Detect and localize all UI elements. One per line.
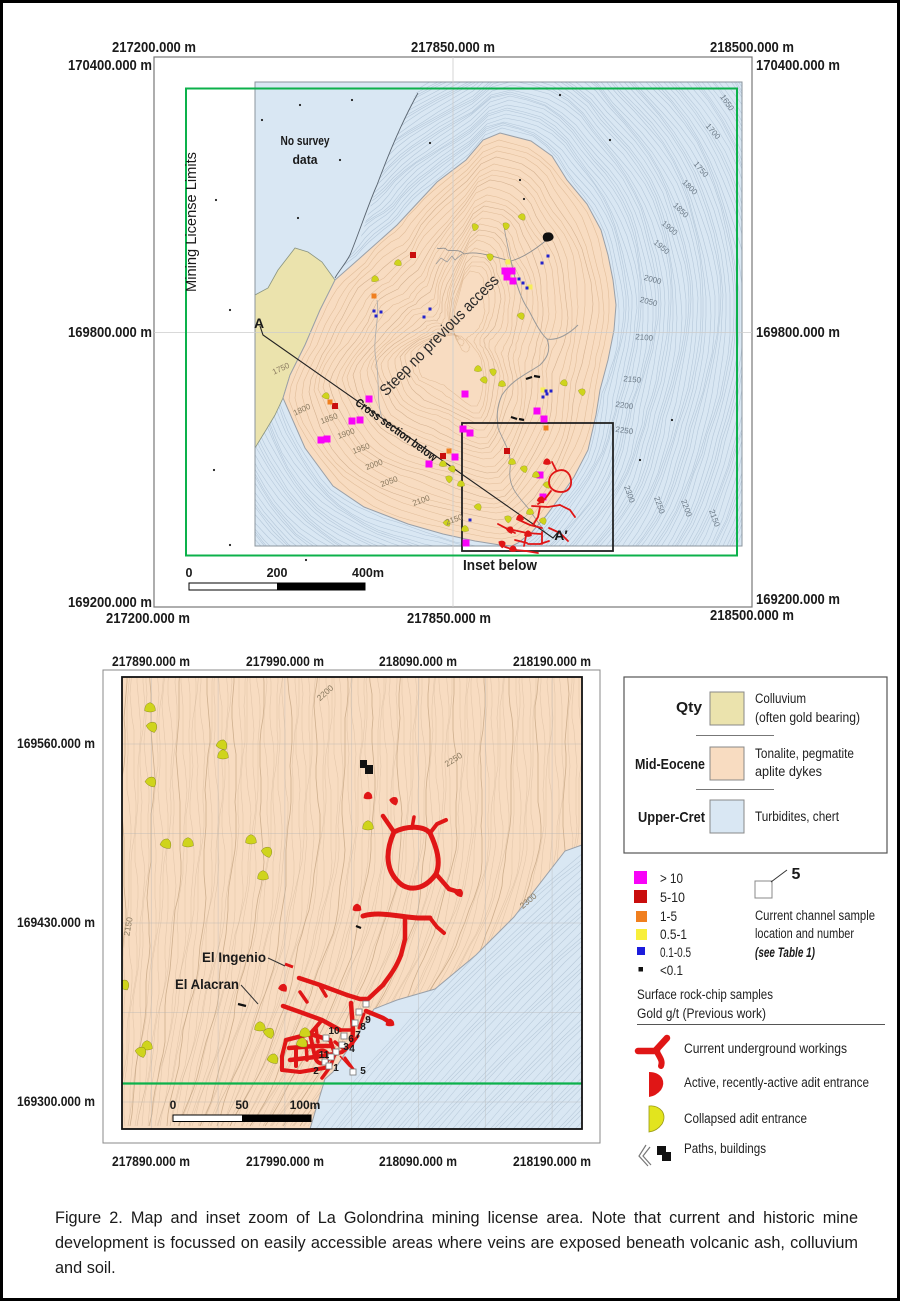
svg-text:5: 5 <box>792 866 801 883</box>
svg-text:50: 50 <box>235 1098 249 1112</box>
svg-text:100m: 100m <box>290 1098 321 1112</box>
svg-text:217850.000 m: 217850.000 m <box>407 611 491 627</box>
svg-text:169200.000 m: 169200.000 m <box>68 595 152 611</box>
svg-text:Upper-Cret: Upper-Cret <box>638 809 705 826</box>
svg-text:<0.1: <0.1 <box>660 963 683 978</box>
svg-text:6: 6 <box>348 1034 354 1045</box>
svg-text:169430.000 m: 169430.000 m <box>17 915 95 930</box>
svg-text:A′: A′ <box>554 527 568 543</box>
svg-text:11: 11 <box>319 1050 330 1061</box>
svg-text:218500.000 m: 218500.000 m <box>710 40 794 56</box>
svg-text:Tonalite, pegmatite: Tonalite, pegmatite <box>755 746 854 761</box>
svg-text:217200.000 m: 217200.000 m <box>112 40 196 56</box>
svg-text:169300.000 m: 169300.000 m <box>17 1094 95 1109</box>
svg-text:5: 5 <box>360 1066 366 1077</box>
svg-text:Surface rock-chip samples: Surface rock-chip samples <box>637 987 773 1002</box>
svg-text:Mining License Limits: Mining License Limits <box>183 152 200 292</box>
svg-text:9: 9 <box>365 1015 371 1026</box>
svg-text:169560.000 m: 169560.000 m <box>17 736 95 751</box>
svg-text:218090.000 m: 218090.000 m <box>379 1154 457 1169</box>
svg-text:1: 1 <box>333 1063 339 1074</box>
svg-text:2200: 2200 <box>615 400 634 411</box>
svg-text:217990.000 m: 217990.000 m <box>246 1154 324 1169</box>
svg-text:2150: 2150 <box>623 374 642 385</box>
svg-text:217850.000 m: 217850.000 m <box>411 40 495 56</box>
svg-text:169800.000 m: 169800.000 m <box>68 325 152 341</box>
svg-text:218190.000 m: 218190.000 m <box>513 1154 591 1169</box>
svg-text:1-5: 1-5 <box>660 909 677 924</box>
svg-text:aplite dykes: aplite dykes <box>755 764 822 779</box>
svg-text:Colluvium: Colluvium <box>755 691 806 706</box>
svg-text:7: 7 <box>355 1030 361 1041</box>
svg-text:3: 3 <box>343 1042 349 1053</box>
svg-text:200: 200 <box>267 566 288 580</box>
svg-text:Current channel sample: Current channel sample <box>755 908 875 923</box>
svg-text:(see Table 1): (see Table 1) <box>755 945 815 960</box>
svg-text:El Alacran: El Alacran <box>175 976 239 992</box>
svg-text:Inset below: Inset below <box>463 557 537 574</box>
svg-text:169200.000 m: 169200.000 m <box>756 592 840 608</box>
svg-text:2250: 2250 <box>615 425 634 436</box>
svg-text:5-10: 5-10 <box>660 890 685 905</box>
svg-text:No survey: No survey <box>281 134 330 148</box>
svg-text:El Ingenio: El Ingenio <box>202 949 266 965</box>
svg-text:4: 4 <box>349 1044 355 1055</box>
svg-text:Mid-Eocene: Mid-Eocene <box>635 756 705 773</box>
svg-text:218190.000 m: 218190.000 m <box>513 654 591 669</box>
svg-text:0: 0 <box>186 566 193 580</box>
svg-text:2150: 2150 <box>121 916 134 937</box>
svg-text:8: 8 <box>360 1022 366 1033</box>
svg-text:data: data <box>293 153 319 167</box>
svg-text:217890.000 m: 217890.000 m <box>112 1154 190 1169</box>
svg-text:218500.000 m: 218500.000 m <box>710 608 794 624</box>
svg-text:Active, recently-active adit e: Active, recently-active adit entrance <box>684 1075 869 1090</box>
svg-text:217890.000 m: 217890.000 m <box>112 654 190 669</box>
svg-text:Current underground workings: Current underground workings <box>684 1041 847 1056</box>
svg-text:Qty: Qty <box>676 699 703 716</box>
svg-text:217200.000 m: 217200.000 m <box>106 611 190 627</box>
svg-text:400m: 400m <box>352 566 384 580</box>
svg-text:A: A <box>254 315 264 331</box>
svg-text:218090.000 m: 218090.000 m <box>379 654 457 669</box>
svg-text:2100: 2100 <box>635 332 654 343</box>
svg-text:Turbidites, chert: Turbidites, chert <box>755 809 839 824</box>
svg-text:Paths, buildings: Paths, buildings <box>684 1141 766 1156</box>
svg-text:location and number: location and number <box>755 926 854 941</box>
svg-text:> 10: > 10 <box>660 871 683 886</box>
svg-text:217990.000 m: 217990.000 m <box>246 654 324 669</box>
svg-text:(often gold bearing): (often gold bearing) <box>755 710 860 725</box>
svg-text:169800.000 m: 169800.000 m <box>756 325 840 341</box>
svg-text:170400.000 m: 170400.000 m <box>68 58 152 74</box>
svg-text:Gold g/t (Previous work): Gold g/t (Previous work) <box>637 1006 766 1021</box>
svg-text:Collapsed adit entrance: Collapsed adit entrance <box>684 1111 807 1126</box>
svg-text:2: 2 <box>313 1066 319 1077</box>
svg-text:0.5-1: 0.5-1 <box>660 927 687 942</box>
svg-text:0: 0 <box>170 1098 177 1112</box>
svg-text:170400.000 m: 170400.000 m <box>756 58 840 74</box>
svg-text:10: 10 <box>328 1026 340 1037</box>
svg-text:0.1-0.5: 0.1-0.5 <box>660 945 691 960</box>
